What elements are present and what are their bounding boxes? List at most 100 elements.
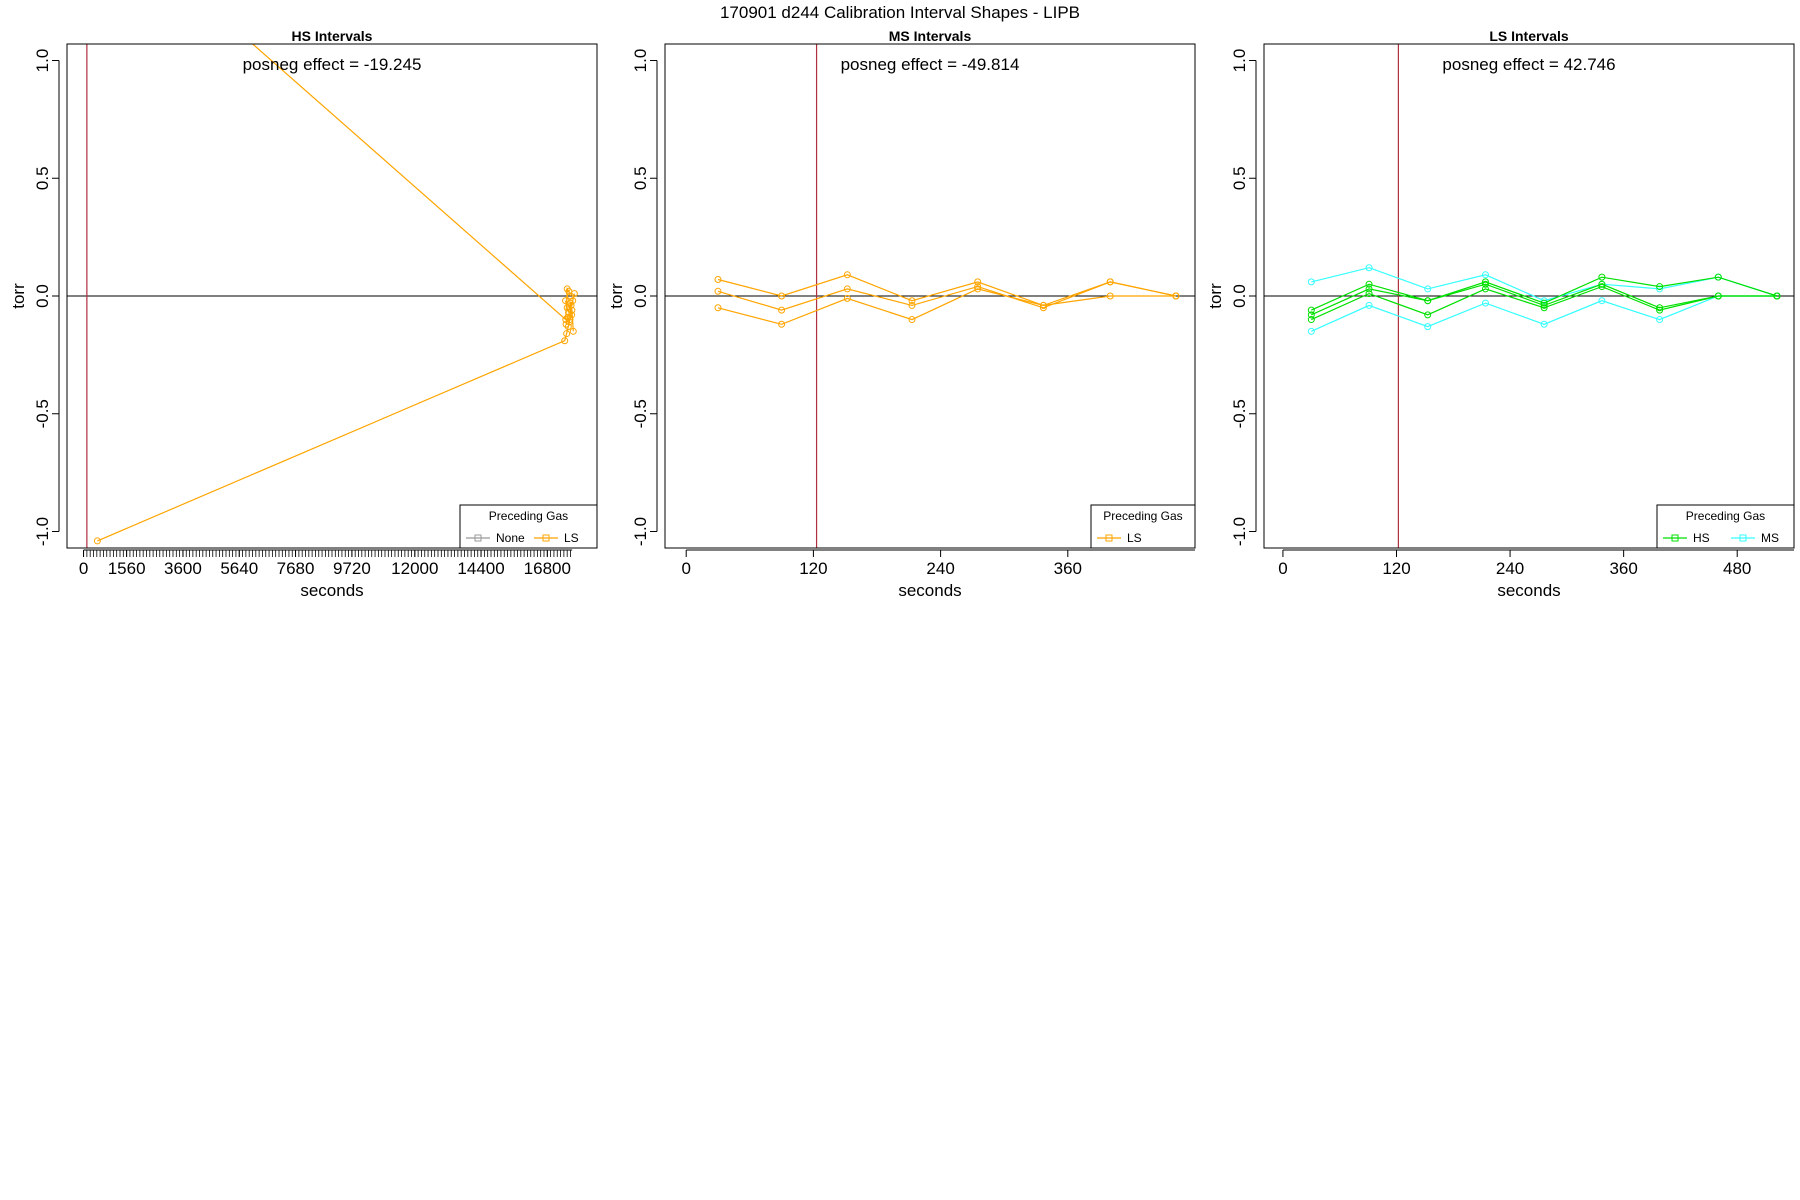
data-point-LS xyxy=(565,318,573,326)
legend-entry-LS: LS xyxy=(564,531,579,545)
data-point-HS xyxy=(1424,311,1432,319)
y-tick-label: 1.0 xyxy=(33,49,52,73)
data-point-LS xyxy=(843,294,851,302)
y-tick-label: 1.0 xyxy=(631,49,650,73)
data-point-MS xyxy=(1424,285,1432,293)
data-point-LS xyxy=(843,285,851,293)
x-tick-label: 0 xyxy=(1278,559,1287,578)
x-tick-label: 120 xyxy=(799,559,827,578)
x-tick-label: 7680 xyxy=(277,559,315,578)
data-point-LS xyxy=(564,313,572,321)
series-line-HS xyxy=(1311,285,1777,321)
x-tick-label: 9720 xyxy=(333,559,371,578)
data-point-LS xyxy=(778,320,786,328)
y-tick-label: -1.0 xyxy=(631,517,650,546)
data-point-LS xyxy=(974,278,982,286)
y-tick-label: 0.0 xyxy=(1230,284,1249,308)
y-axis-label: torr xyxy=(9,283,28,309)
data-point-MS xyxy=(1656,285,1664,293)
data-point-LS xyxy=(714,276,722,284)
series-line-LS xyxy=(251,44,572,321)
y-tick-label: -0.5 xyxy=(1230,399,1249,428)
data-point-HS xyxy=(1540,299,1548,307)
data-point-MS xyxy=(1365,264,1373,272)
data-point-HS xyxy=(1598,273,1606,281)
data-point-MS xyxy=(1481,299,1489,307)
data-point-HS xyxy=(1365,285,1373,293)
posneg-annotation: posneg effect = -19.245 xyxy=(243,55,422,74)
data-point-LS xyxy=(568,306,576,314)
x-tick-label: 14400 xyxy=(457,559,504,578)
data-point-HS xyxy=(1714,292,1722,300)
plot-frame xyxy=(66,43,598,549)
data-point-LS xyxy=(714,287,722,295)
data-point-LS xyxy=(843,271,851,279)
data-point-HS xyxy=(1481,278,1489,286)
data-point-LS xyxy=(567,301,575,309)
y-tick-label: 0.5 xyxy=(1230,166,1249,190)
data-point-HS xyxy=(1307,316,1315,324)
y-tick-label: 0.5 xyxy=(631,166,650,190)
legend-entry-LS: LS xyxy=(1127,531,1142,545)
y-tick-label: 1.0 xyxy=(1230,49,1249,73)
figure-title: 170901 d244 Calibration Interval Shapes … xyxy=(720,3,1080,22)
panel-3: LS Intervals -1.0 -0.5 0.0 0.5 1.0 torr 0 120 240… xyxy=(1206,28,1795,600)
legend: Preceding Gas LS xyxy=(1090,504,1196,549)
y-tick-label: 0.5 xyxy=(33,166,52,190)
y-axis-label: torr xyxy=(607,283,626,309)
data-point-MS xyxy=(1424,323,1432,331)
series-line-LS xyxy=(717,281,1177,311)
y-tick-label: 0.0 xyxy=(33,284,52,308)
x-tick-label: 120 xyxy=(1382,559,1410,578)
data-point-HS xyxy=(1656,283,1664,291)
series-line-LS xyxy=(717,274,1177,307)
data-point-LS xyxy=(974,285,982,293)
data-point-LS xyxy=(778,306,786,314)
plot-area xyxy=(67,44,597,548)
data-point-HS xyxy=(1365,290,1373,298)
legend: Preceding Gas None LS xyxy=(459,504,598,549)
data-point-LS xyxy=(570,290,578,298)
legend-entry-MS: MS xyxy=(1761,531,1779,545)
legend-entry-None: None xyxy=(496,531,525,545)
series-line-LS xyxy=(717,288,1176,325)
legend-box xyxy=(1656,504,1795,549)
data-point-HS xyxy=(1365,280,1373,288)
plot-frame xyxy=(664,43,1196,549)
data-point-LS xyxy=(564,323,572,331)
legend-title: Preceding Gas xyxy=(1103,509,1182,523)
data-point-MS xyxy=(1365,301,1373,309)
x-tick-label: 5640 xyxy=(220,559,258,578)
x-tick-label: 360 xyxy=(1054,559,1082,578)
data-point-HS xyxy=(1481,280,1489,288)
legend-swatch-marker xyxy=(1671,534,1679,542)
data-point-LS xyxy=(1172,292,1180,300)
data-point-MS xyxy=(1307,278,1315,286)
data-point-MS xyxy=(1656,316,1664,324)
y-tick-label: 0.0 xyxy=(631,284,650,308)
panel-1: HS Intervals -1.0 -0.5 0.0 0.5 1.0 torr 0 1560 36… xyxy=(9,28,598,600)
data-point-HS xyxy=(1307,311,1315,319)
posneg-annotation: posneg effect = 42.746 xyxy=(1442,55,1615,74)
data-point-HS xyxy=(1714,273,1722,281)
data-point-HS xyxy=(1656,304,1664,312)
y-tick-label: -0.5 xyxy=(33,399,52,428)
data-point-HS xyxy=(1307,306,1315,314)
plot-area xyxy=(665,44,1195,548)
panel-title: LS Intervals xyxy=(1489,28,1569,44)
data-point-LS xyxy=(1039,301,1047,309)
legend-swatch-marker xyxy=(1105,534,1113,542)
panel-title: MS Intervals xyxy=(889,28,972,44)
data-point-HS xyxy=(1773,292,1781,300)
data-point-LS xyxy=(1039,304,1047,312)
plot-frame xyxy=(1263,43,1795,549)
series-line-MS xyxy=(1311,295,1777,332)
x-tick-label: 12000 xyxy=(391,559,438,578)
data-point-LS xyxy=(714,304,722,312)
data-point-LS xyxy=(569,297,577,305)
x-tick-label: 16800 xyxy=(524,559,571,578)
legend-swatch-marker xyxy=(474,534,482,542)
data-point-LS xyxy=(1106,292,1114,300)
data-point-LS xyxy=(908,301,916,309)
plot-area xyxy=(1264,44,1794,548)
